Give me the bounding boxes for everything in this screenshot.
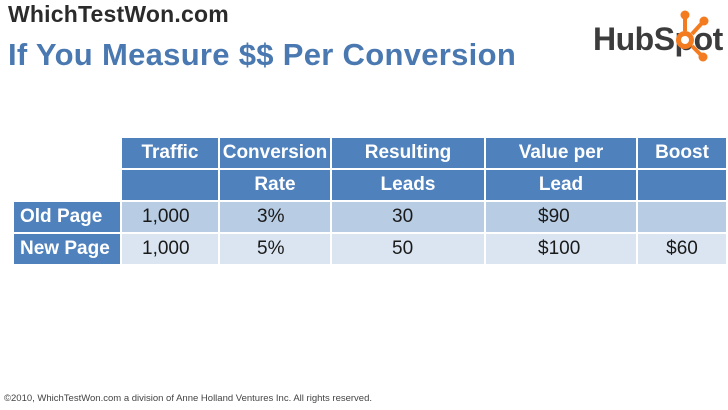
traffic-value: 1,000 [122, 234, 218, 264]
boost-value: $60 [638, 234, 726, 264]
leads-value: 50 [332, 234, 484, 264]
hubspot-logo: HubSpot [593, 8, 723, 72]
header-value-per: Value per [486, 138, 636, 168]
row-label-new-page: New Page [14, 234, 120, 264]
value-per-lead-value: $90 [486, 202, 636, 232]
header-boost-line2 [638, 170, 726, 200]
copyright-footer: ©2010, WhichTestWon.com a division of An… [4, 393, 373, 404]
value-per-lead-value: $100 [486, 234, 636, 264]
row-label-old-page: Old Page [14, 202, 120, 232]
header-row-1: Traffic Conversion Resulting Value per B… [14, 138, 726, 168]
header-blank-cell [14, 138, 120, 168]
table-row: Old Page 1,000 3% 30 $90 [14, 202, 726, 232]
header-leads: Leads [332, 170, 484, 200]
header-blank-cell [14, 170, 120, 200]
conversion-rate-value: 3% [220, 202, 330, 232]
header-row-2: Rate Leads Lead [14, 170, 726, 200]
slide-title: If You Measure $$ Per Conversion [8, 37, 517, 72]
header-traffic-line2 [122, 170, 218, 200]
comparison-table: Traffic Conversion Resulting Value per B… [12, 136, 728, 266]
logo-text: HubSpot [593, 21, 723, 57]
conversion-rate-value: 5% [220, 234, 330, 264]
traffic-value: 1,000 [122, 202, 218, 232]
header-lead: Lead [486, 170, 636, 200]
site-name: WhichTestWon.com [8, 1, 229, 27]
boost-value [638, 202, 726, 232]
header-rate: Rate [220, 170, 330, 200]
header-resulting: Resulting [332, 138, 484, 168]
header-traffic: Traffic [122, 138, 218, 168]
table-row: New Page 1,000 5% 50 $100 $60 [14, 234, 726, 264]
header-boost: Boost [638, 138, 726, 168]
leads-value: 30 [332, 202, 484, 232]
sprocket-icon [676, 10, 709, 62]
header-conversion: Conversion [220, 138, 330, 168]
